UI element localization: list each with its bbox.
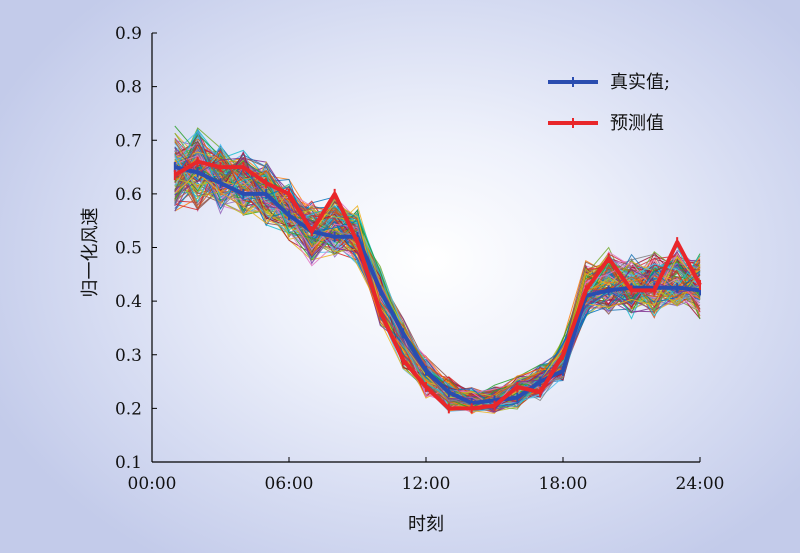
- ensemble-lines: [174, 125, 701, 415]
- y-tick-label: 0.8: [115, 78, 142, 98]
- y-tick-label: 0.6: [115, 185, 142, 205]
- y-tick-label: 0.7: [115, 131, 142, 151]
- x-tick-label: 06:00: [265, 474, 314, 494]
- series-line-predicted: [173, 159, 702, 411]
- y-tick-label: 0.4: [115, 292, 142, 312]
- y-axis-title: 归一化风速: [80, 208, 101, 298]
- legend-item-predicted: 预测值: [548, 113, 664, 134]
- y-tick-label: 0.2: [115, 399, 142, 419]
- y-tick-label: 0.5: [115, 239, 142, 259]
- ensemble-line: [174, 169, 701, 398]
- x-tick-label: 24:00: [676, 474, 725, 494]
- x-tick-label: 18:00: [539, 474, 588, 494]
- y-tick-label: 0.3: [115, 346, 142, 366]
- legend-item-actual: 真实值;: [548, 72, 670, 93]
- x-tick-label: 00:00: [128, 474, 177, 494]
- legend: 真实值; 预测值: [548, 72, 670, 134]
- ensemble-line: [174, 161, 701, 406]
- y-tick-label: 0.9: [115, 24, 142, 44]
- tick-labels: 0.1 0.2 0.3 0.4 0.5 0.6 0.7 0.8 0.9 00:00 06:00 12:…: [115, 24, 725, 494]
- series-lines: [173, 156, 702, 414]
- series-line-actual: [174, 165, 701, 405]
- x-tick-label: 12:00: [402, 474, 451, 494]
- y-tick-label: 0.1: [115, 453, 142, 473]
- x-axis-title: 时刻: [408, 514, 444, 535]
- ensemble-line: [174, 141, 701, 406]
- legend-label-actual: 真实值;: [610, 72, 670, 93]
- legend-label-predicted: 预测值: [610, 113, 664, 134]
